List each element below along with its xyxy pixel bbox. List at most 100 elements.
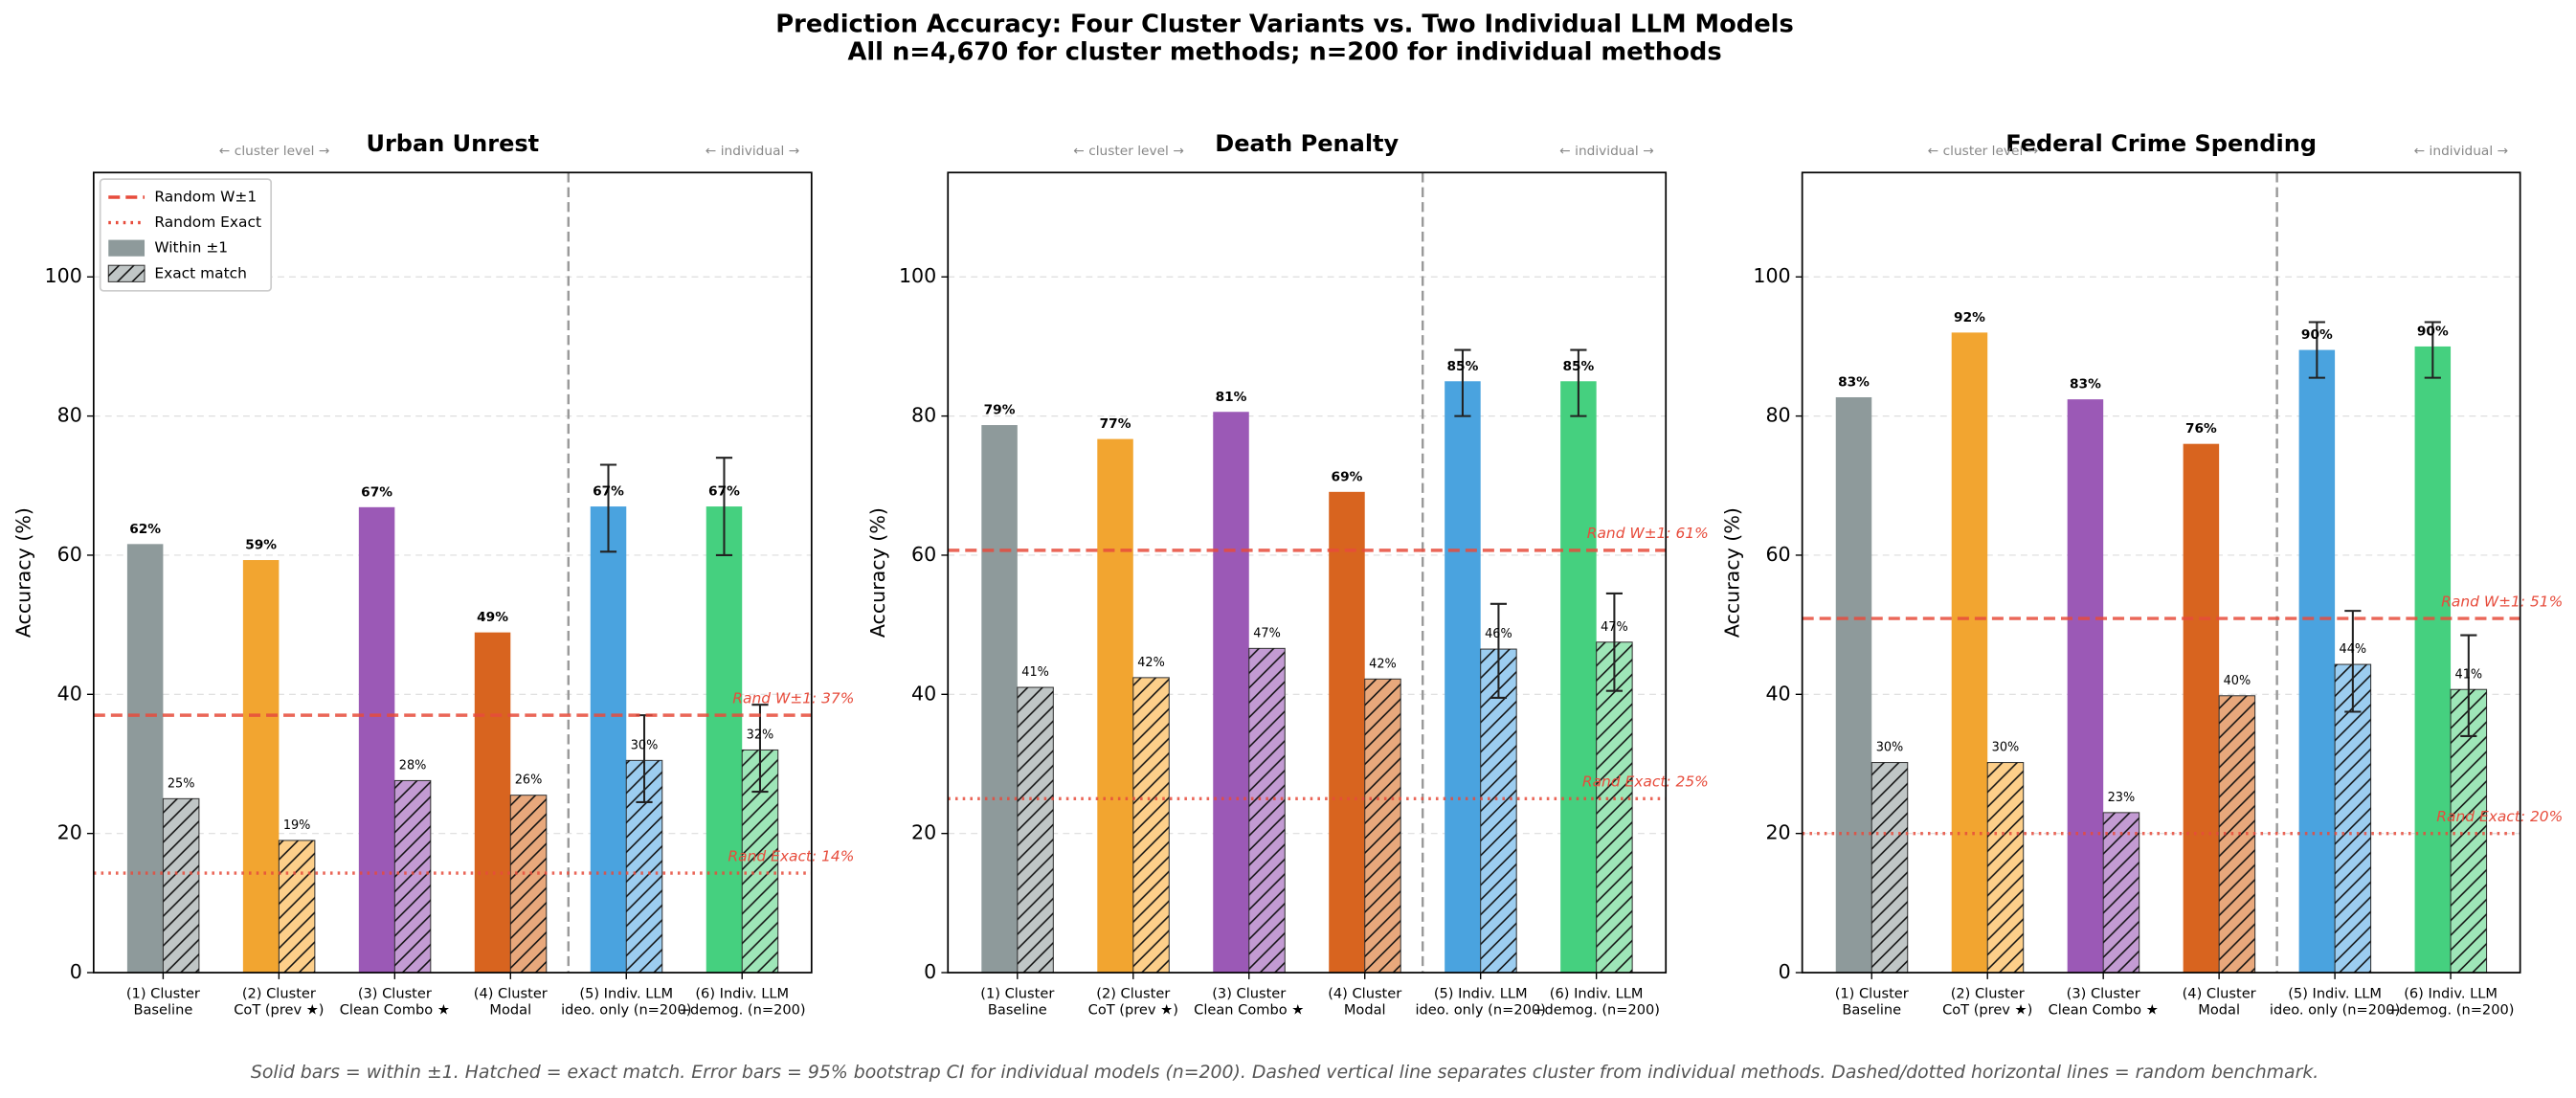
reference-label: Rand W±1: 51% <box>2441 593 2563 610</box>
within-bar <box>1560 381 1597 974</box>
value-label: 90% <box>2301 327 2333 343</box>
exact-bar <box>1870 762 1909 974</box>
y-tick-label: 60 <box>57 543 82 566</box>
y-tick-label: 80 <box>1765 404 1790 427</box>
exact-bar <box>2102 812 2140 974</box>
value-label: 42% <box>1137 656 1165 670</box>
legend-box <box>99 178 273 292</box>
x-tick-label: (2) Cluster <box>1096 985 1170 1001</box>
value-label: 83% <box>2070 377 2101 392</box>
value-label: 42% <box>1369 657 1397 671</box>
value-label: 77% <box>1100 416 1131 432</box>
value-label: 67% <box>708 484 740 500</box>
value-label: 32% <box>747 728 774 743</box>
legend-label: Within ±1 <box>154 239 228 257</box>
x-tick-label: Clean Combo ★ <box>2049 1001 2159 1018</box>
x-tick-label: (6) Indiv. LLM <box>2404 985 2498 1001</box>
y-axis-label: Accuracy (%) <box>1721 507 1744 638</box>
x-tick-label: +demog. (n=200) <box>2387 1001 2515 1018</box>
x-tick-label: (3) Cluster <box>2067 985 2140 1001</box>
value-label: 81% <box>1216 390 1247 405</box>
x-tick-label: (1) Cluster <box>1835 985 1909 1001</box>
legend-label: Random W±1 <box>154 188 257 205</box>
x-tick-label: (6) Indiv. LLM <box>695 985 789 1001</box>
figure-title: Prediction Accuracy: Four Cluster Varian… <box>775 10 1794 38</box>
value-label: 30% <box>631 738 659 752</box>
y-tick-label: 40 <box>911 682 936 705</box>
footer-note: Solid bars = within ±1. Hatched = exact … <box>251 1062 2318 1083</box>
x-tick-label: CoT (prev ★) <box>1942 1001 2032 1018</box>
y-tick-label: 100 <box>1753 264 1790 287</box>
within-bar <box>2183 443 2220 974</box>
value-label: 30% <box>1876 741 1904 755</box>
value-label: 46% <box>1485 627 1512 641</box>
x-tick-label: (5) Indiv. LLM <box>2288 985 2382 1001</box>
value-label: 25% <box>168 776 195 791</box>
x-tick-label: (3) Cluster <box>1212 985 1286 1001</box>
group-annotation: ← cluster level → <box>1073 144 1183 159</box>
x-tick-label: (5) Indiv. LLM <box>579 985 673 1001</box>
within-bar <box>242 560 280 974</box>
y-tick-label: 60 <box>1765 543 1790 566</box>
reference-label: Rand Exact: 20% <box>2436 808 2563 825</box>
legend-label: Random Exact <box>154 213 261 231</box>
x-tick-label: Baseline <box>988 1001 1047 1018</box>
value-label: 28% <box>399 758 427 773</box>
within-bar <box>706 506 743 974</box>
value-label: 44% <box>2340 642 2367 657</box>
value-label: 41% <box>2455 667 2483 682</box>
x-tick-label: (2) Cluster <box>1951 985 2025 1001</box>
exact-bar <box>162 797 200 974</box>
x-tick-label: CoT (prev ★) <box>1088 1001 1178 1018</box>
within-bar <box>126 544 164 974</box>
x-tick-label: Modal <box>1344 1001 1386 1018</box>
value-label: 79% <box>984 403 1016 418</box>
exact-bar <box>509 795 548 974</box>
x-tick-label: ideo. only (n=200) <box>1416 1001 1546 1018</box>
y-tick-label: 20 <box>57 821 82 844</box>
within-bar <box>1213 412 1249 974</box>
value-label: 76% <box>2185 421 2217 437</box>
exact-bar <box>1017 686 1054 974</box>
y-tick-label: 0 <box>70 960 82 983</box>
x-tick-label: (3) Cluster <box>358 985 432 1001</box>
y-axis-label: Accuracy (%) <box>12 507 35 638</box>
value-label: 83% <box>1838 375 1870 391</box>
y-tick-label: 80 <box>57 404 82 427</box>
y-tick-label: 100 <box>899 264 936 287</box>
x-tick-label: Baseline <box>1842 1001 1901 1018</box>
within-bar <box>1329 491 1365 974</box>
x-tick-label: (6) Indiv. LLM <box>1550 985 1644 1001</box>
exact-bar <box>1248 647 1286 974</box>
x-tick-label: (1) Cluster <box>126 985 200 1001</box>
exact-bar <box>1132 677 1170 974</box>
y-tick-label: 40 <box>57 682 82 705</box>
y-tick-label: 100 <box>45 264 82 287</box>
x-tick-label: (4) Cluster <box>474 985 548 1001</box>
within-bar <box>590 506 627 974</box>
value-label: 90% <box>2417 324 2449 339</box>
figure-subtitle: All n=4,670 for cluster methods; n=200 f… <box>847 37 1721 66</box>
x-tick-label: (4) Cluster <box>1328 985 1401 1001</box>
within-bar <box>1097 438 1133 974</box>
y-tick-label: 0 <box>924 960 936 983</box>
value-label: 26% <box>515 773 543 788</box>
group-annotation: ← individual → <box>1559 144 1653 159</box>
x-tick-label: +demog. (n=200) <box>1533 1001 1660 1018</box>
x-tick-label: ideo. only (n=200) <box>2270 1001 2400 1018</box>
axes-frame <box>947 171 1668 974</box>
y-tick-label: 40 <box>1765 682 1790 705</box>
panel-title: Urban Unrest <box>366 130 539 157</box>
reference-label: Rand Exact: 25% <box>1582 773 1709 791</box>
reference-label: Rand W±1: 61% <box>1587 525 1709 542</box>
value-label: 92% <box>1954 310 1985 325</box>
group-annotation: ← individual → <box>2414 144 2508 159</box>
within-bar <box>1445 381 1481 974</box>
y-axis-label: Accuracy (%) <box>866 507 889 638</box>
value-label: 69% <box>1332 469 1363 484</box>
x-tick-label: ideo. only (n=200) <box>561 1001 691 1018</box>
value-label: 67% <box>361 484 392 500</box>
y-tick-label: 20 <box>1765 821 1790 844</box>
x-tick-label: (5) Indiv. LLM <box>1434 985 1528 1001</box>
